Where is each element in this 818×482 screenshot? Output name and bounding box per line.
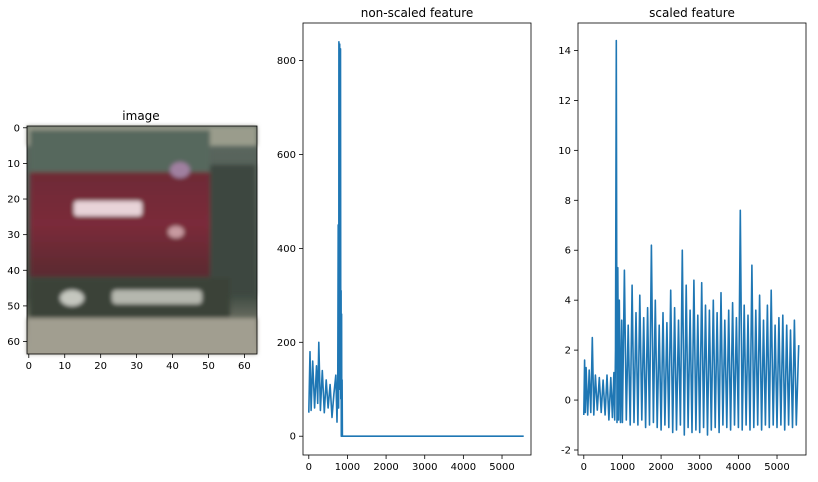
scaled-xtick-label: 2000	[648, 462, 673, 473]
image-xtick-label: 10	[58, 361, 71, 372]
scaled-ytick-label: 2	[565, 346, 571, 357]
image-panel: image	[7, 109, 258, 372]
scaled-ytick-label: 14	[558, 46, 571, 57]
scaled-xtick-label: 5000	[764, 462, 789, 473]
scaled-ytick-label: 0	[565, 396, 571, 407]
nonscaled-ytick-label: 400	[277, 244, 296, 255]
image-panel-title: image	[122, 109, 159, 123]
image-xtick-label: 20	[94, 361, 107, 372]
nonscaled-panel: non-scaled feature 0 1000 2000 3000 4000 5000…	[277, 6, 532, 473]
nonscaled-panel-title: non-scaled feature	[361, 6, 474, 20]
image-ytick-label: 30	[7, 230, 20, 241]
nonscaled-xtick-label: 4000	[451, 462, 476, 473]
nonscaled-ytick-label: 200	[277, 338, 296, 349]
image-ytick-label: 20	[7, 195, 20, 206]
scaled-axes: 0 1000 2000 3000 4000 5000 -2 0 2 4 6 8 10 12 14	[558, 46, 789, 473]
image-ytick-label: 40	[7, 266, 20, 277]
image-xtick-label: 40	[166, 361, 179, 372]
image-xtick-label: 0	[26, 361, 32, 372]
scaled-ytick-label: 6	[565, 246, 571, 257]
nonscaled-xtick-label: 3000	[412, 462, 437, 473]
car-image	[26, 125, 258, 355]
scaled-ytick-label: -2	[561, 446, 571, 457]
image-axes: 0 10 20 30 40 50 60 0 10 20 30 40 50 60	[7, 123, 251, 372]
nonscaled-ytick-label: 800	[277, 56, 296, 67]
image-ytick-label: 10	[7, 159, 20, 170]
image-xtick-label: 60	[238, 361, 251, 372]
scaled-xtick-label: 0	[581, 462, 587, 473]
scaled-panel: scaled feature 0 1000 2000 3000 4000 5000 -2 0 2…	[558, 6, 807, 473]
nonscaled-series	[308, 40, 524, 438]
scaled-xtick-label: 4000	[726, 462, 751, 473]
scaled-ytick-label: 12	[558, 96, 571, 107]
scaled-series	[583, 39, 800, 436]
nonscaled-xtick-label: 1000	[335, 462, 360, 473]
image-ytick-label: 50	[7, 301, 20, 312]
scaled-ytick-label: 8	[565, 196, 571, 207]
nonscaled-series-line	[308, 40, 524, 438]
nonscaled-axes: 0 1000 2000 3000 4000 5000 0 200 400 600 800	[277, 56, 515, 473]
nonscaled-xtick-label: 0	[306, 462, 312, 473]
image-ytick-label: 60	[7, 337, 20, 348]
nonscaled-xtick-label: 2000	[373, 462, 398, 473]
nonscaled-ytick-label: 0	[290, 432, 296, 443]
scaled-xtick-label: 1000	[610, 462, 635, 473]
scaled-ytick-label: 10	[558, 146, 571, 157]
nonscaled-xtick-label: 5000	[489, 462, 514, 473]
nonscaled-ytick-label: 600	[277, 150, 296, 161]
image-xtick-label: 50	[202, 361, 215, 372]
scaled-ytick-label: 4	[565, 296, 571, 307]
scaled-xtick-label: 3000	[687, 462, 712, 473]
scaled-panel-title: scaled feature	[649, 6, 735, 20]
image-ytick-label: 0	[14, 123, 20, 134]
scaled-series-line	[583, 39, 800, 436]
image-xtick-label: 30	[130, 361, 143, 372]
